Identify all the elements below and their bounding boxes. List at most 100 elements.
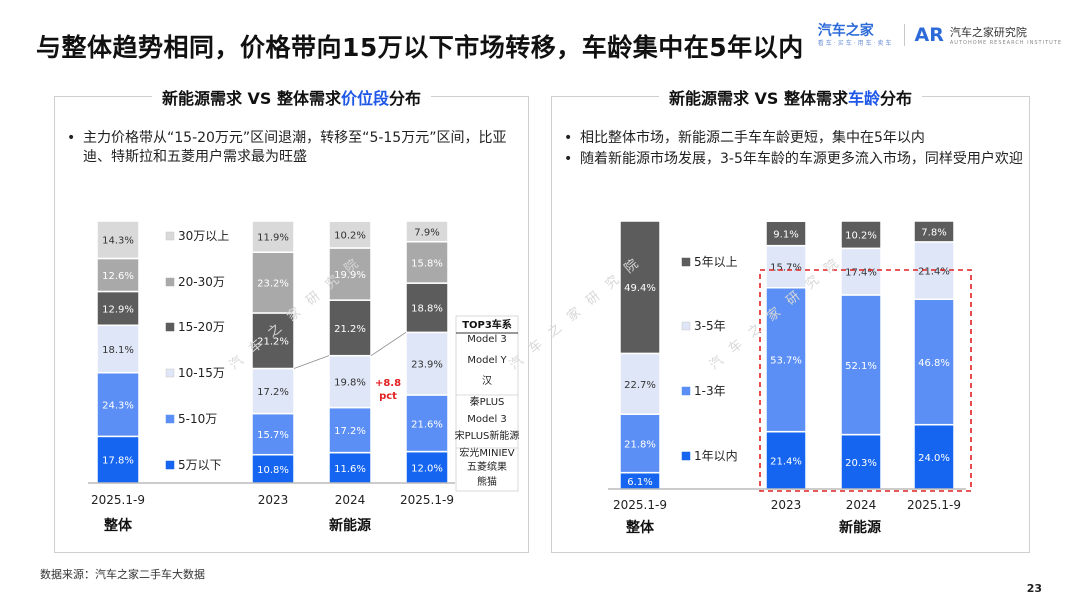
category-label: 2025.1-9 [91,493,145,507]
header-logos: 汽车之家 看车·买车·用车·卖车 AR 汽车之家研究院 AUTOHOME RES… [818,22,1062,48]
top3-item: Model 3 [467,414,507,425]
legend-swatch [165,414,175,424]
legend-label: 10-15万 [178,366,225,380]
legend-swatch [165,322,175,332]
data-label: 14.3% [102,236,134,247]
data-label: 10.2% [334,231,366,242]
legend-swatch [165,277,175,287]
data-label: 12.9% [102,304,134,315]
legend-swatch [681,451,691,461]
bar-segment [251,453,295,484]
data-label: 21.6% [411,419,443,430]
data-label: 17.2% [257,387,289,398]
legend-swatch [165,231,175,241]
top3-item: 秦PLUS [470,395,505,408]
data-label: 52.1% [845,361,877,372]
data-label: 46.8% [918,358,950,369]
legend-label: 15-20万 [178,320,225,334]
institute-logo: 汽车之家研究院 AUTOHOME RESEARCH INSTITUTE [949,26,1062,46]
bullet-item: 主力价格带从“15-20万元”区间退潮，转移至“5-15万元”区间，比亚迪、特斯… [65,129,515,167]
data-label: 10.8% [257,465,289,476]
legend-label: 1-3年 [694,384,726,398]
left-bullets: 主力价格带从“15-20万元”区间退潮，转移至“5-15万元”区间，比亚迪、特斯… [65,129,515,169]
group-label: 新能源 [839,519,881,536]
legend-label: 5万以下 [178,458,222,472]
legend-label: 30万以上 [178,229,229,243]
bar-segment [328,354,372,409]
trend-connector [370,332,407,357]
data-label: 9.1% [773,229,798,240]
top3-item: 宋PLUS新能源 [455,429,520,442]
top3-item: 五菱缤果 [467,460,507,473]
legend-label: 5年以上 [694,255,738,269]
data-label: 18.1% [102,345,134,356]
bar-segment [251,312,295,370]
group-label: 新能源 [329,517,371,534]
bullet-item: 相比整体市场，新能源二手车车龄更短，集中在5年以内 [562,129,1024,148]
price-distribution-panel: 新能源需求 VS 整体需求价位段分布 主力价格带从“15-20万元”区间退潮，转… [54,89,529,553]
bar-segment [405,331,449,396]
data-label: 49.4% [624,283,656,294]
bar-segment [765,430,807,490]
data-label: 22.7% [624,380,656,391]
data-label: 7.9% [414,227,439,238]
page-number: 23 [1026,582,1042,595]
page-title: 与整体趋势相同，价格带向15万以下市场转移，车龄集中在5年以内 [36,33,804,62]
bar-segment [840,220,882,250]
data-label: 12.6% [102,271,134,282]
data-label: 11.9% [257,233,289,244]
data-label: 53.7% [770,356,802,367]
data-label: 17.2% [334,426,366,437]
trend-connector [293,355,330,369]
bar-segment [96,257,140,293]
data-label: 15.7% [770,263,802,274]
bullet-item: 随着新能源市场发展，3-5年车龄的车源更多流入市场，同样受用户欢迎 [562,150,1024,169]
bar-segment [405,220,449,243]
data-label: 7.8% [921,227,946,238]
data-label: 21.4% [770,456,802,467]
data-label: 24.3% [102,401,134,412]
bar-segment [765,244,807,289]
data-label: 18.8% [411,304,443,315]
bar-segment [913,220,955,243]
bar-segment [328,299,372,357]
data-label: 15.7% [257,430,289,441]
bar-segment [96,220,140,260]
category-label: 2023 [771,498,802,512]
autohome-logo: 汽车之家 看车·买车·用车·卖车 [817,22,894,47]
legend-label: 1年以内 [694,449,738,463]
data-label: 12.0% [411,463,443,474]
data-label: 19.9% [334,270,366,281]
bar-segment [328,247,372,301]
change-annotation: +8.8 [375,378,401,389]
data-label: 6.1% [627,477,652,488]
bar-segment [619,413,661,474]
top3-header: TOP3车系 [462,318,512,331]
data-label: 23.9% [411,360,443,371]
category-label: 2024 [846,498,877,512]
data-label: 24.0% [918,453,950,464]
top3-item: 熊猫 [477,475,497,488]
bar-segment [328,406,372,454]
legend-swatch [165,460,175,470]
top3-item: 汉 [482,375,492,387]
right-panel-title: 新能源需求 VS 整体需求车龄分布 [552,85,1029,109]
top3-item: 宏光MINIEV [459,446,514,459]
bar-segment [840,247,882,296]
data-source: 数据来源：汽车之家二手车大数据 [40,568,205,581]
change-annotation: pct [379,391,397,402]
data-label: 10.2% [845,231,877,242]
bar-segment [251,251,295,314]
legend-swatch [681,321,691,331]
top3-item: Model Y [467,355,507,366]
bar-segment [619,352,661,415]
bar-segment [765,220,807,247]
bar-segment [619,220,661,355]
legend-swatch [165,368,175,378]
legend-label: 5-10万 [178,412,217,426]
top3-table [455,315,519,492]
ar-logo-icon: AR [914,24,944,46]
data-label: 23.2% [257,279,289,290]
data-label: 15.8% [411,258,443,269]
